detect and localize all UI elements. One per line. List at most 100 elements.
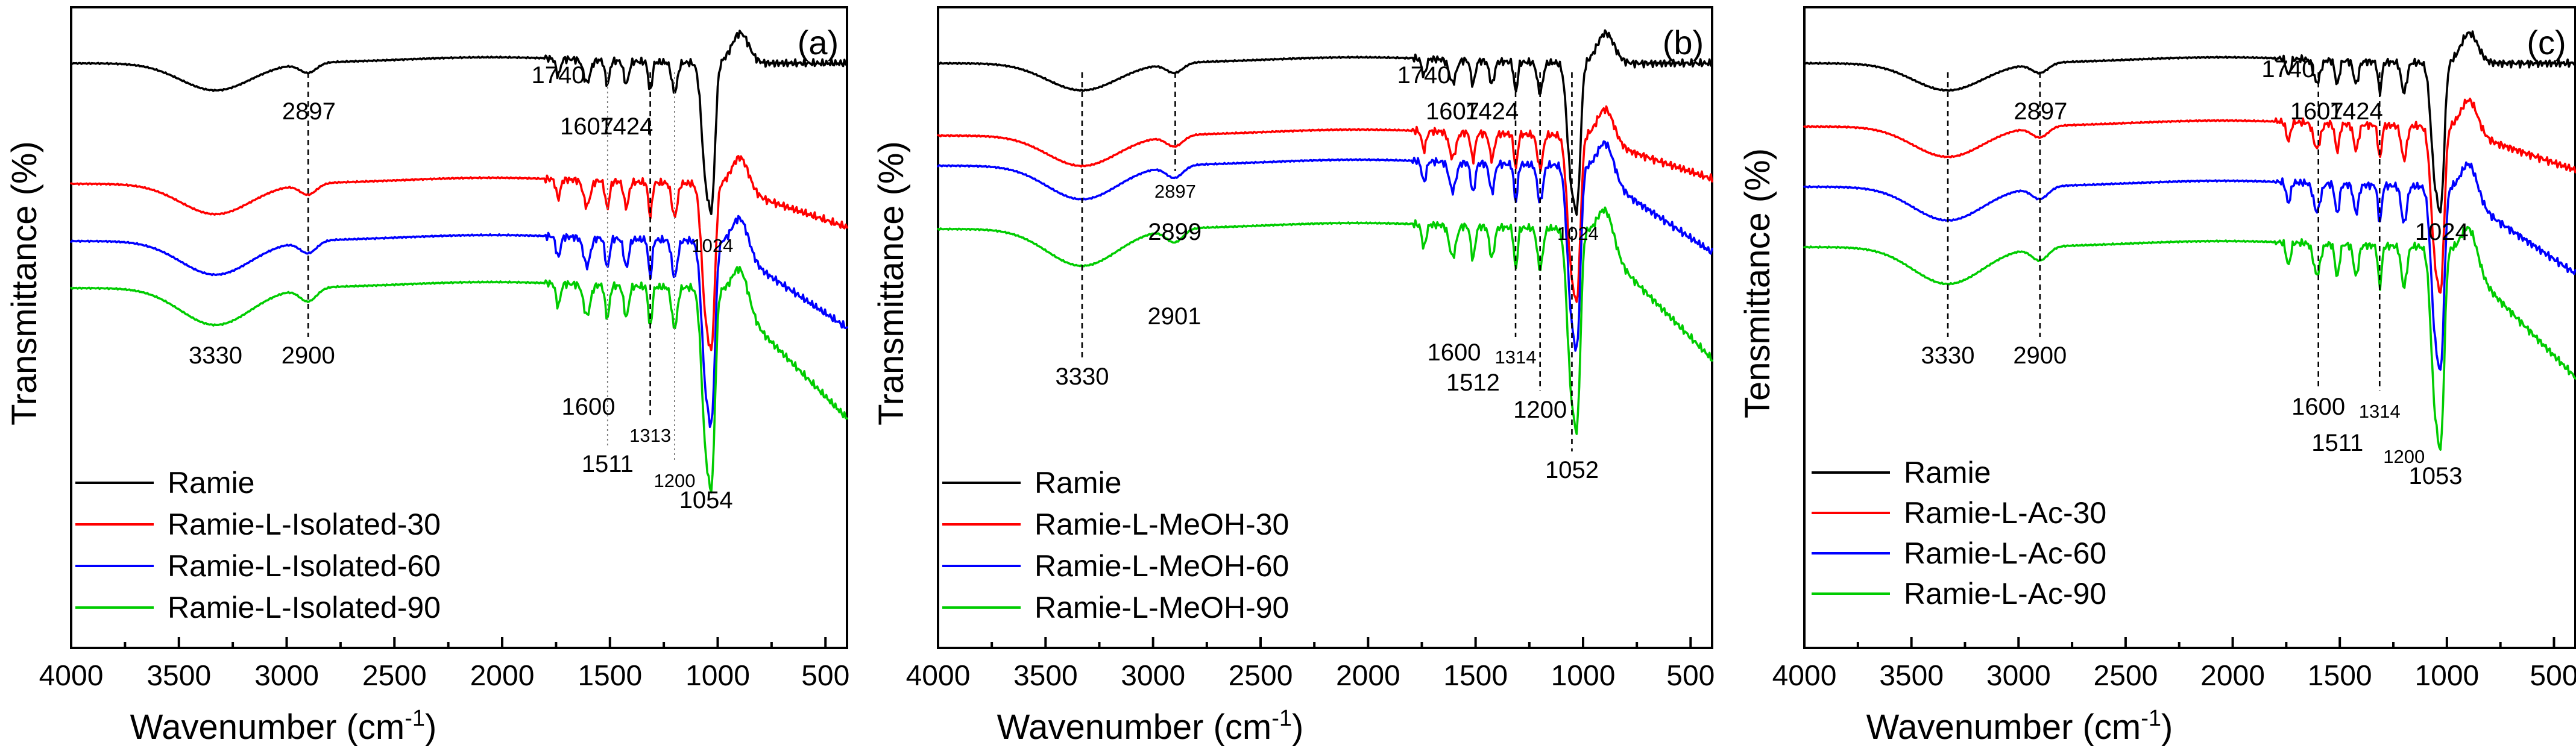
band-annotation: 3330	[189, 342, 242, 369]
series-line-2	[70, 215, 848, 429]
legend-meoh-30: Ramie-L-MeOH-30	[1034, 507, 1289, 541]
band-annotation: 1511	[2311, 430, 2363, 456]
legend-meoh-60: Ramie-L-MeOH-60	[1034, 549, 1289, 583]
plot-frame	[937, 6, 1713, 649]
x-tick-label: 3000	[1121, 660, 1185, 692]
band-annotation: 1424	[2329, 98, 2383, 125]
band-annotation: 1740	[531, 62, 585, 89]
band-annotation: 2900	[2013, 342, 2067, 369]
band-annotation: 1314	[1495, 347, 1537, 368]
panel-b-xlabel-main: Wavenumber (cm	[997, 708, 1272, 747]
legend-isolated-30: Ramie-L-Isolated-30	[168, 507, 441, 541]
band-annotation: 2899	[1148, 219, 1201, 245]
x-tick-label: 3500	[146, 660, 211, 692]
panel-c-label: (c)	[2527, 24, 2566, 61]
series-line-0	[937, 29, 1713, 216]
x-tick-label: 2000	[1336, 660, 1400, 692]
panel-c-ylabel: Tensmittance (%)	[1738, 148, 1777, 418]
x-tick-label: 3500	[1879, 660, 1944, 692]
band-annotation: 2901	[1147, 303, 1201, 330]
svg-text:Wavenumber (cm-1): Wavenumber (cm-1)	[997, 706, 1304, 747]
band-annotation: 1200	[2383, 446, 2425, 467]
band-annotation: 1313	[629, 425, 671, 446]
band-annotation: 1024	[1557, 223, 1599, 244]
panel-c-xlabel: Wavenumber (cm-1)	[1866, 706, 2173, 747]
x-tick-label: 2500	[362, 660, 427, 692]
legend-isolated-60: Ramie-L-Isolated-60	[168, 549, 441, 583]
band-annotation: 1511	[582, 451, 634, 477]
legend-ac-90: Ramie-L-Ac-90	[1904, 577, 2106, 611]
panel-c-xlabel-sup: -1	[2141, 706, 2161, 731]
x-tick-label: 4000	[906, 660, 971, 692]
band-annotation: 1600	[562, 394, 616, 420]
band-annotation: 2900	[282, 342, 335, 369]
band-annotation: 1740	[2261, 56, 2315, 83]
band-annotation: 1607	[560, 113, 614, 140]
panel-b-label: (b)	[1663, 24, 1704, 61]
band-annotation: 1052	[1545, 457, 1599, 483]
panel-b-xlabel: Wavenumber (cm-1)	[997, 706, 1304, 747]
panel-a-ylabel: Transmittance (%)	[5, 141, 44, 426]
band-annotation: 1512	[1446, 369, 1500, 396]
x-tick-label: 2500	[1229, 660, 1293, 692]
x-tick-label: 3000	[254, 660, 319, 692]
x-tick-label: 3500	[1013, 660, 1078, 692]
legend-ramie: Ramie	[1034, 466, 1121, 500]
svg-text:Wavenumber (cm-1): Wavenumber (cm-1)	[1866, 706, 2173, 747]
x-tick-label: 1500	[578, 660, 642, 692]
series-line-2	[1803, 161, 2576, 371]
legend-ac-60: Ramie-L-Ac-60	[1904, 536, 2106, 570]
band-annotation: 1200	[654, 470, 696, 491]
band-annotation: 2897	[1154, 181, 1196, 202]
panel-c-xlabel-main: Wavenumber (cm	[1866, 708, 2141, 747]
legend-ramie: Ramie	[168, 466, 254, 500]
panel-a-xlabel-main: Wavenumber (cm	[130, 708, 405, 747]
panel-b: Transmittance (%) Wavenumber (cm-1) 4000…	[872, 6, 1715, 747]
x-tick-label: 500	[1666, 660, 1715, 692]
legend-meoh-90: Ramie-L-MeOH-90	[1034, 591, 1289, 624]
x-tick-label: 4000	[39, 660, 104, 692]
x-tick-label: 2000	[470, 660, 535, 692]
series-line-3	[70, 266, 848, 494]
series-line-3	[937, 206, 1713, 435]
x-tick-label: 3000	[1986, 660, 2051, 692]
legend-ac-30: Ramie-L-Ac-30	[1904, 496, 2106, 530]
panel-b-xlabel-sup: -1	[1271, 706, 1292, 731]
band-annotation: 1314	[2359, 401, 2401, 422]
svg-text:Wavenumber (cm-1): Wavenumber (cm-1)	[130, 706, 437, 747]
x-tick-label: 4000	[1772, 660, 1837, 692]
legend-isolated-90: Ramie-L-Isolated-90	[168, 591, 441, 624]
band-annotation: 1054	[679, 487, 733, 514]
x-tick-label: 1000	[685, 660, 750, 692]
series-line-1	[1803, 97, 2576, 294]
series-line-0	[1803, 30, 2576, 214]
panel-a-xlabel: Wavenumber (cm-1)	[130, 706, 437, 747]
band-annotation: 1424	[1465, 98, 1519, 125]
x-tick-label: 2000	[2200, 660, 2265, 692]
band-annotation: 1024	[2415, 219, 2469, 245]
band-annotation: 1740	[1397, 62, 1451, 89]
panel-a-label: (a)	[798, 24, 839, 61]
band-annotation: 1607	[2290, 98, 2344, 125]
band-annotation: 3330	[1055, 363, 1109, 390]
band-annotation: 1607	[1426, 98, 1479, 125]
band-annotation: 1200	[1513, 397, 1567, 423]
panel-c: Tensmittance (%) Wavenumber (cm-1) 4000 3…	[1738, 6, 2576, 747]
panel-c-legend: Ramie Ramie-L-Ac-30 Ramie-L-Ac-60 Ramie-…	[1812, 456, 2106, 611]
band-annotation: 1600	[1428, 339, 1481, 366]
panel-a-legend: Ramie Ramie-L-Isolated-30 Ramie-L-Isolat…	[75, 466, 441, 624]
series-line-1	[937, 105, 1713, 303]
x-tick-label: 1000	[2414, 660, 2479, 692]
band-annotation: 1053	[2409, 463, 2463, 489]
x-tick-label: 1500	[1443, 660, 1508, 692]
band-annotation: 1024	[691, 235, 733, 256]
legend-ramie: Ramie	[1904, 456, 1991, 489]
panel-a-xlabel-sup: -1	[405, 706, 425, 731]
x-tick-label: 500	[801, 660, 849, 692]
x-tick-label: 2500	[2094, 660, 2158, 692]
series-line-0	[70, 30, 848, 215]
band-annotation: 1424	[599, 113, 653, 140]
plot-frame	[1803, 6, 2576, 649]
x-tick-label: 1000	[1551, 660, 1616, 692]
